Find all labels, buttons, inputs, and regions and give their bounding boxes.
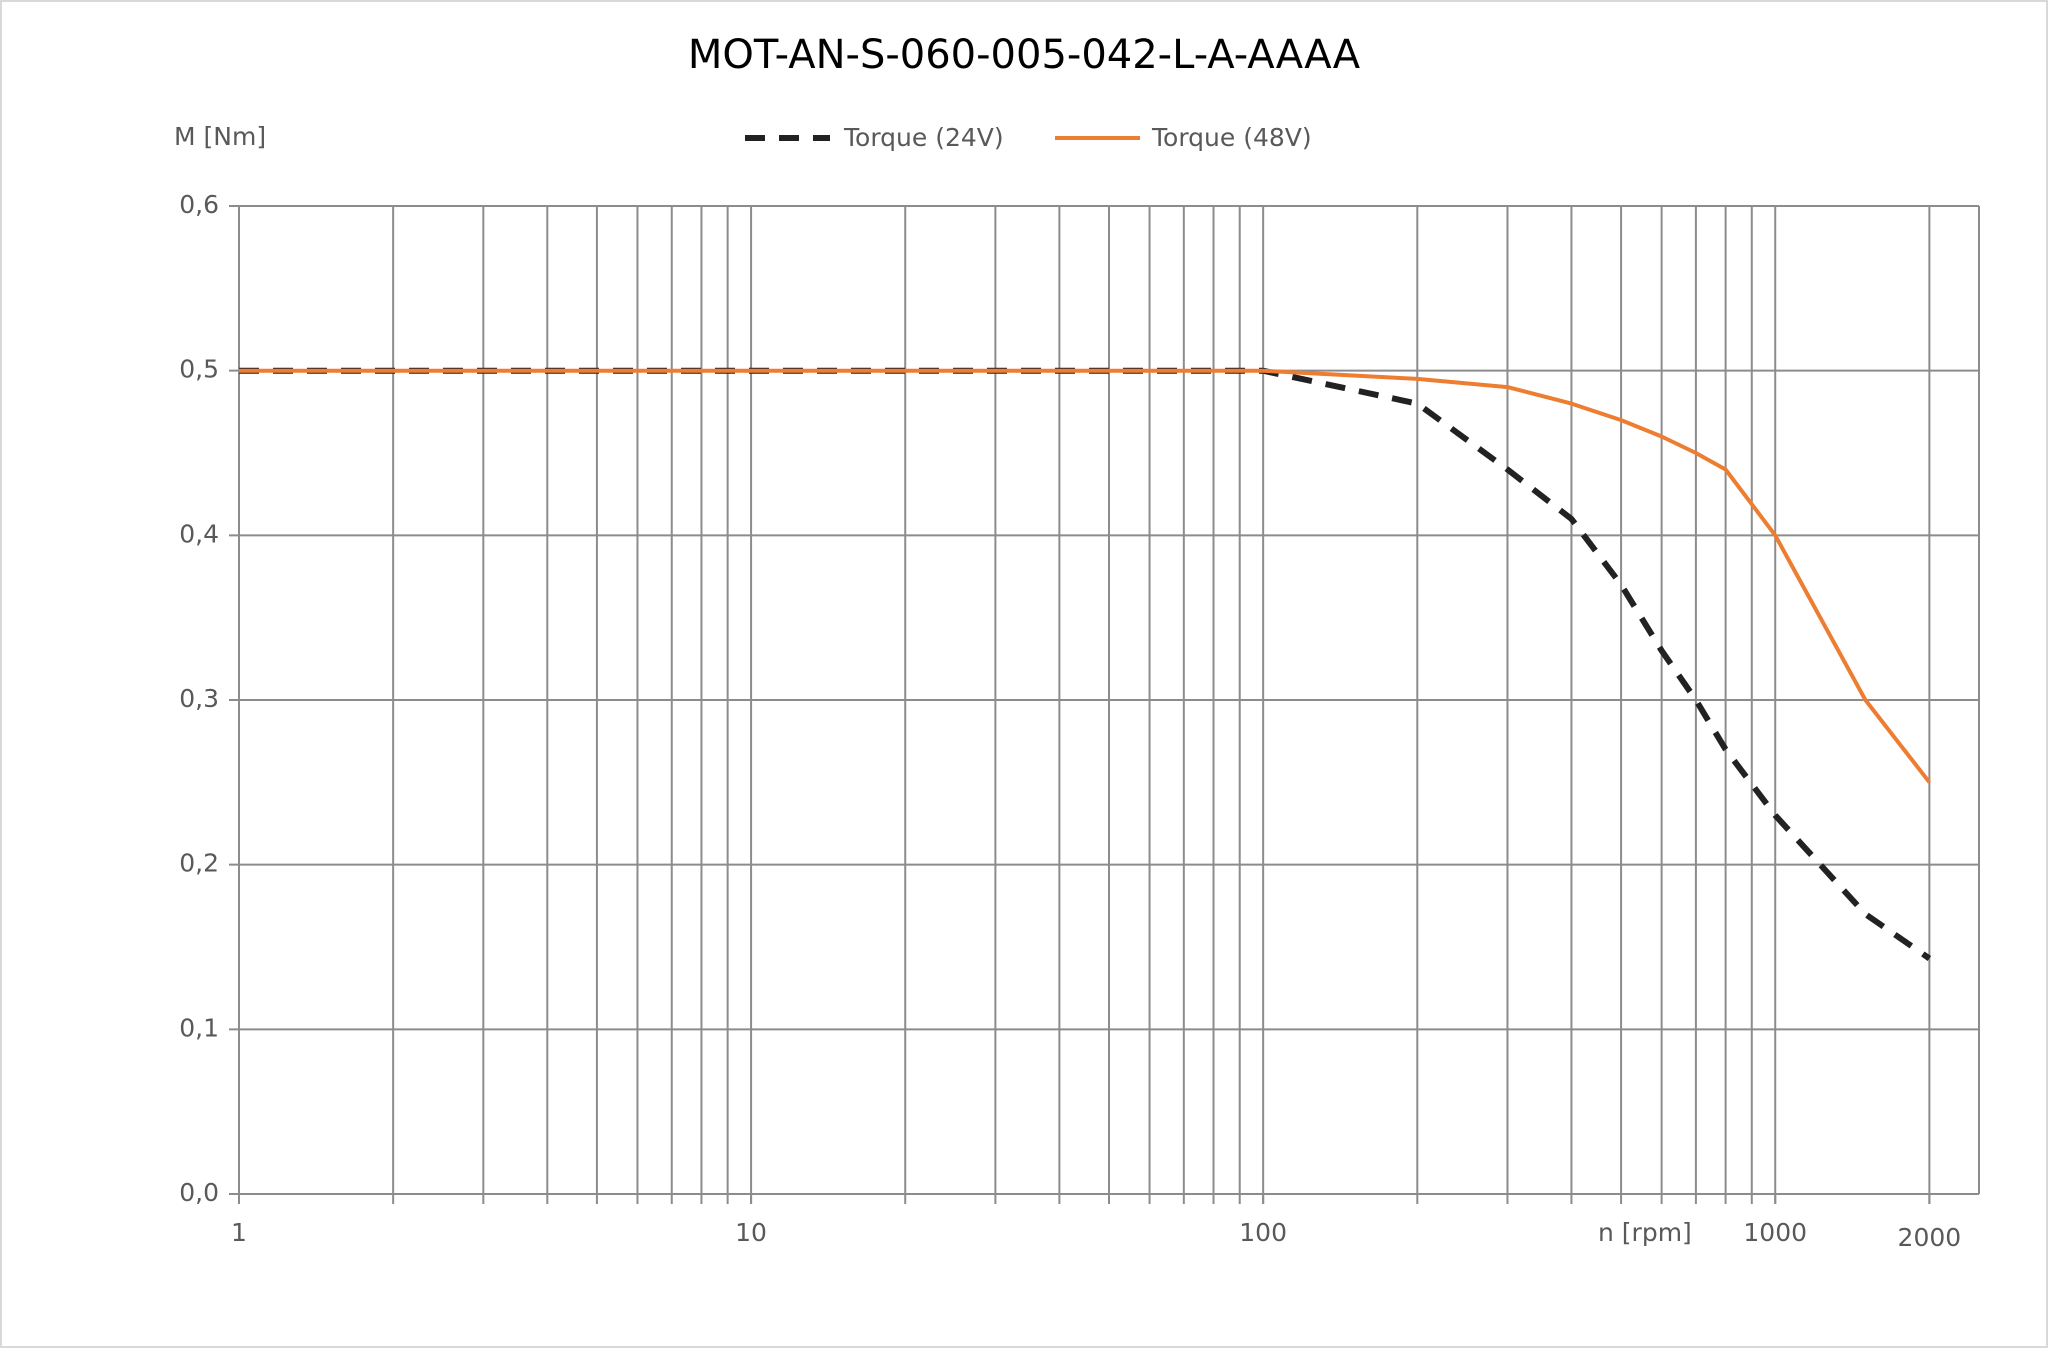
legend-label: Torque (24V)	[843, 123, 1004, 152]
x-axis-label: n [rpm]	[1598, 1218, 1692, 1247]
y-tick-label: 0,0	[179, 1178, 219, 1207]
data-line	[239, 368, 1931, 784]
y-tick-label: 0,5	[179, 355, 219, 384]
chart-title: MOT-AN-S-060-005-042-L-A-AAAA	[688, 32, 1361, 78]
y-tick-label: 0,6	[179, 190, 219, 219]
x-tick-label: 1000	[1743, 1218, 1807, 1247]
x-tick-label: 1	[231, 1218, 247, 1247]
x-tick-label: 10	[735, 1218, 767, 1247]
y-tick-label: 0,4	[179, 519, 219, 548]
legend-label: Torque (48V)	[1151, 123, 1312, 152]
y-tick-label: 0,2	[179, 849, 219, 878]
x-tick-label: 100	[1239, 1218, 1287, 1247]
y-axis-label: M [Nm]	[174, 122, 266, 151]
y-tick-label: 0,3	[179, 684, 219, 713]
y-tick-label: 0,1	[179, 1013, 219, 1042]
x-tick-label: 2000	[1898, 1223, 1962, 1252]
